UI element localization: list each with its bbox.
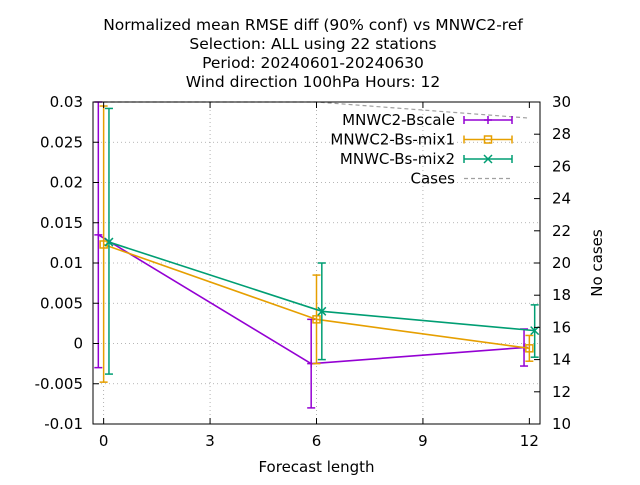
data-point (317, 306, 327, 316)
title-line-1: Selection: ALL using 22 stations (189, 35, 436, 53)
x-tick-label: 3 (205, 432, 215, 450)
y2-tick-label: 30 (552, 93, 571, 111)
x-axis-label: Forecast length (258, 458, 374, 476)
y-tick-label: 0.02 (50, 174, 83, 192)
legend-marker (484, 116, 492, 124)
y-tick-label: 0.005 (40, 294, 83, 312)
legend-item: MNWC-Bs-mix2 (340, 150, 513, 168)
data-point (525, 344, 534, 353)
y2-tick-label: 16 (552, 318, 571, 336)
legend-marker (483, 135, 493, 144)
y-tick-label: 0.015 (40, 214, 83, 232)
legend-label: Cases (410, 170, 455, 188)
data-point (312, 315, 321, 324)
y2-tick-label: 14 (552, 351, 571, 369)
data-point (104, 237, 114, 247)
y-tick-label: 0.03 (50, 93, 83, 111)
legend-item: MNWC2-Bs-mix1 (330, 131, 513, 149)
y2-tick-label: 28 (552, 125, 571, 143)
y2-tick-label: 26 (552, 157, 571, 175)
series-1 (99, 105, 534, 383)
y-tick-label: 0.01 (50, 254, 83, 272)
x-tick-label: 12 (520, 432, 539, 450)
y2-tick-label: 18 (552, 286, 571, 304)
legend-marker (483, 154, 493, 164)
title-line-0: Normalized mean RMSE diff (90% conf) vs … (103, 16, 523, 34)
legend-label: MNWC-Bs-mix2 (340, 150, 455, 168)
legend-label: MNWC2-Bs-mix1 (330, 131, 455, 149)
y-tick-label: 0.025 (40, 133, 83, 151)
plot-area (94, 101, 540, 409)
title-line-2: Period: 20240601-20240630 (202, 54, 424, 72)
y-tick-label: -0.005 (35, 375, 83, 393)
data-point (94, 230, 103, 239)
grid (93, 102, 540, 424)
legend-label: MNWC2-Bscale (342, 111, 455, 129)
y2-tick-label: 20 (552, 254, 571, 272)
legend-item: Cases (410, 170, 512, 188)
y2-axis-label: No cases (588, 229, 606, 297)
series-0 (94, 101, 529, 409)
title-line-3: Wind direction 100hPa Hours: 12 (186, 73, 441, 91)
y2-tick-label: 24 (552, 190, 571, 208)
y2-tick-label: 10 (552, 415, 571, 433)
y-tick-label: 0 (73, 335, 83, 353)
series-2 (104, 107, 540, 375)
x-tick-label: 0 (99, 432, 109, 450)
y2-tick-label: 12 (552, 383, 571, 401)
chart-title: Normalized mean RMSE diff (90% conf) vs … (103, 16, 523, 91)
x-tick-label: 6 (312, 432, 322, 450)
x-tick-label: 9 (418, 432, 428, 450)
legend-item: MNWC2-Bscale (342, 111, 513, 129)
y2-tick-label: 22 (552, 222, 571, 240)
y-tick-label: -0.01 (44, 415, 83, 433)
axes: -0.01 -0.005 0 0.005 0.01 0.015 0.02 0.025 0.03 1… (35, 93, 606, 476)
data-point (530, 326, 540, 336)
